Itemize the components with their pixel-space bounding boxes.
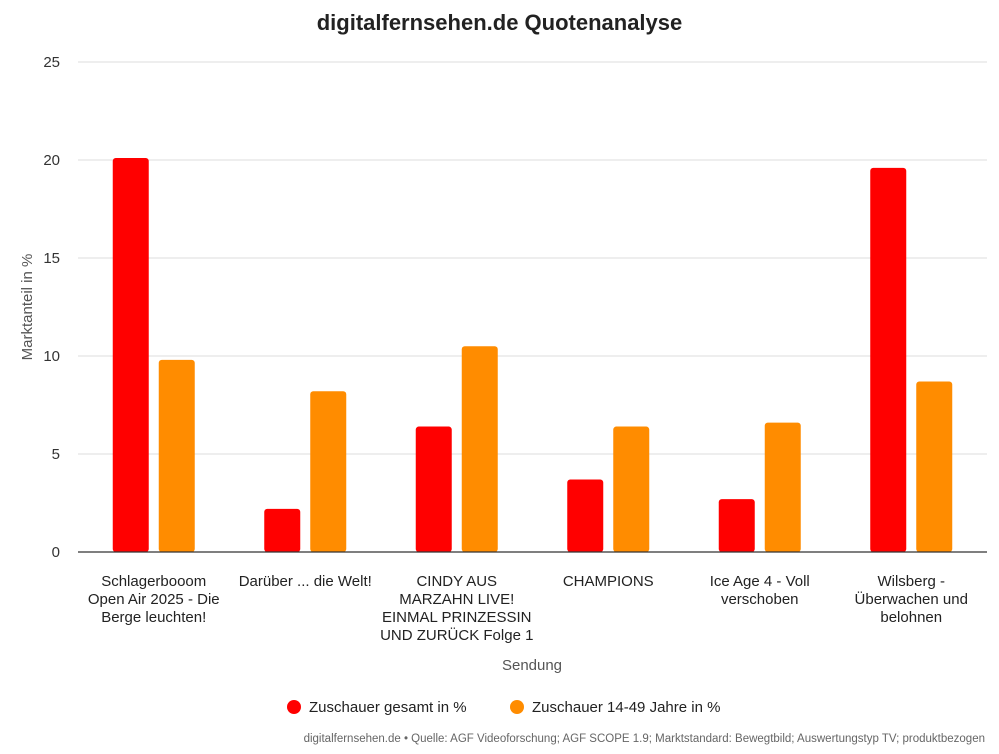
x-tick-label-line: MARZAHN LIVE! bbox=[399, 591, 514, 608]
x-tick-label: CINDY AUS MARZAHN LIVE! EINMAL PRINZESSIN U… bbox=[380, 573, 533, 644]
legend-marker bbox=[287, 700, 301, 714]
source-note: digitalfernsehen.de • Quelle: AGF Videof… bbox=[304, 733, 985, 745]
bar-14-49-4 bbox=[764, 422, 801, 552]
legend: Zuschauer gesamt in % Zuschauer 14-49 Jah… bbox=[287, 699, 720, 716]
bars bbox=[112, 158, 953, 553]
x-tick-label: CHAMPIONS bbox=[563, 573, 654, 590]
x-tick-label-line: Schlagerbooom bbox=[101, 573, 206, 590]
y-tick-label: 5 bbox=[52, 446, 60, 463]
x-axis-label: Sendung bbox=[502, 657, 562, 674]
gridlines bbox=[78, 61, 987, 455]
x-tick-label: Schlagerbooom Open Air 2025 - Die Berge le… bbox=[88, 573, 220, 626]
x-tick-label-line: Darüber ... die Welt! bbox=[239, 573, 372, 590]
bar-gesamt-2 bbox=[415, 426, 452, 552]
y-axis-ticks: 0 5 10 15 20 25 bbox=[43, 54, 60, 561]
x-tick-label-line: UND ZURÜCK Folge 1 bbox=[380, 626, 533, 644]
x-tick-label-line: verschoben bbox=[721, 591, 799, 608]
bar-gesamt-5 bbox=[870, 167, 907, 552]
bar-14-49-0 bbox=[158, 359, 195, 552]
x-tick-label-line: Ice Age 4 - Voll bbox=[710, 573, 810, 590]
x-tick-label-line: CINDY AUS bbox=[416, 573, 497, 590]
x-tick-label: Wilsberg -Überwachen und belohnen bbox=[855, 573, 968, 626]
x-tick-label-line: Wilsberg - bbox=[877, 573, 945, 590]
y-tick-label: 10 bbox=[43, 348, 60, 365]
bar-14-49-3 bbox=[613, 426, 650, 552]
y-axis-label: Marktanteil in % bbox=[19, 254, 36, 361]
x-tick-label-line: EINMAL PRINZESSIN bbox=[382, 609, 531, 626]
x-tick-label-line: belohnen bbox=[880, 609, 942, 626]
bar-gesamt-3 bbox=[567, 479, 604, 552]
chart-title: digitalfernsehen.de Quotenanalyse bbox=[317, 10, 683, 35]
y-tick-label: 0 bbox=[52, 544, 60, 561]
bar-14-49-1 bbox=[310, 391, 347, 552]
legend-marker bbox=[510, 700, 524, 714]
x-tick-label-line: Open Air 2025 - Die bbox=[88, 591, 220, 608]
y-tick-label: 15 bbox=[43, 250, 60, 267]
legend-entry: Zuschauer gesamt in % bbox=[309, 699, 467, 716]
legend-entry: Zuschauer 14-49 Jahre in % bbox=[532, 699, 720, 716]
x-tick-label-line: Überwachen und bbox=[855, 590, 968, 608]
x-axis-ticks: Schlagerbooom Open Air 2025 - Die Berge le… bbox=[88, 573, 968, 644]
bar-14-49-2 bbox=[461, 346, 498, 552]
y-tick-label: 25 bbox=[43, 54, 60, 71]
x-tick-label: Ice Age 4 - Voll verschoben bbox=[710, 573, 810, 608]
bar-14-49-5 bbox=[916, 381, 953, 552]
x-tick-label: Darüber ... die Welt! bbox=[239, 573, 372, 590]
y-tick-label: 20 bbox=[43, 152, 60, 169]
x-tick-label-line: CHAMPIONS bbox=[563, 573, 654, 590]
bar-gesamt-1 bbox=[264, 508, 301, 552]
x-tick-label-line: Berge leuchten! bbox=[101, 609, 206, 626]
bar-gesamt-0 bbox=[112, 158, 149, 553]
bar-gesamt-4 bbox=[718, 499, 755, 552]
